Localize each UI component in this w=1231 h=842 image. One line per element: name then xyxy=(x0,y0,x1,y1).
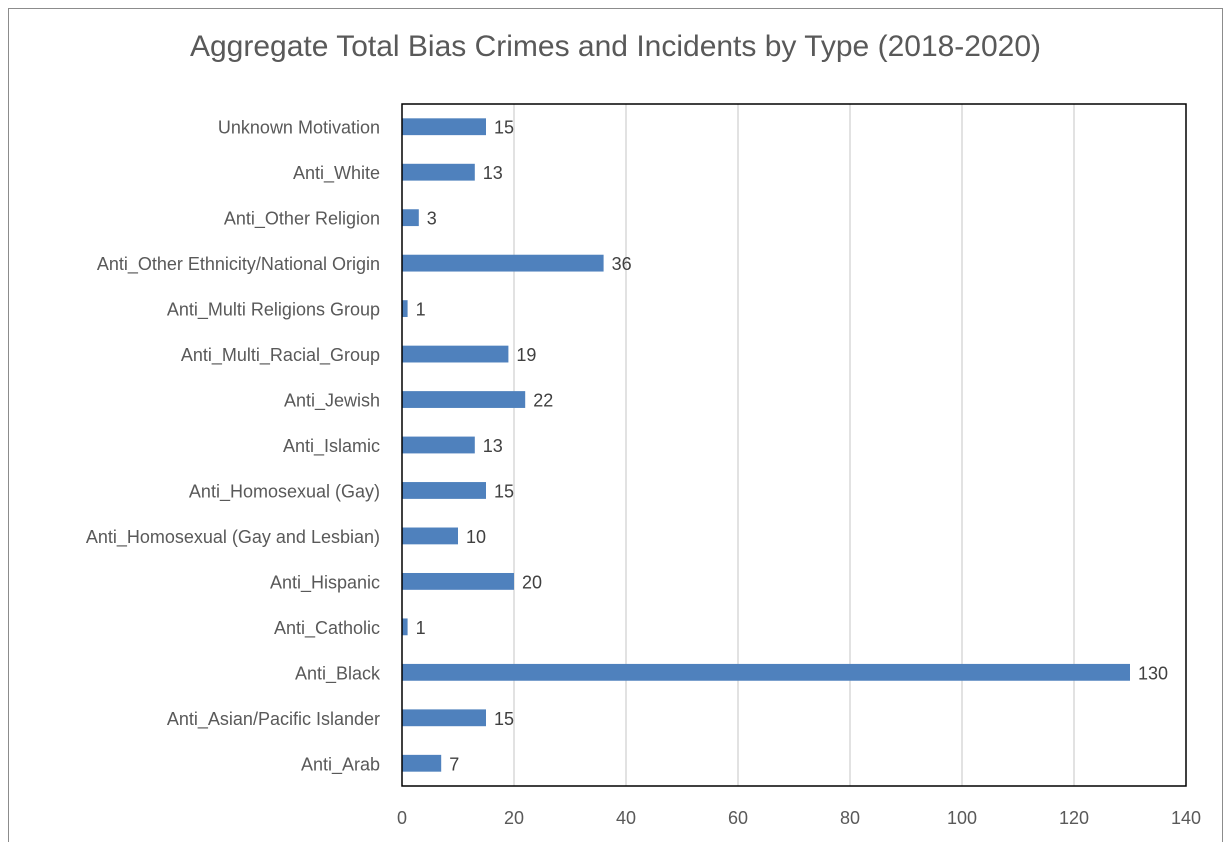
data-label: 36 xyxy=(612,254,632,274)
chart-title: Aggregate Total Bias Crimes and Incident… xyxy=(189,30,1042,63)
data-label: 1 xyxy=(416,618,426,638)
chart-frame xyxy=(8,8,1223,842)
x-tick-label: 80 xyxy=(840,808,860,828)
bar xyxy=(402,709,486,727)
bar xyxy=(402,754,442,772)
category-label: Anti_Jewish xyxy=(284,391,380,412)
category-label: Anti_Arab xyxy=(301,754,380,775)
bar xyxy=(402,300,408,318)
data-label: 130 xyxy=(1138,663,1168,683)
data-label: 15 xyxy=(494,118,514,138)
data-label: 15 xyxy=(494,709,514,729)
data-label: 22 xyxy=(533,391,553,411)
category-label: Anti_Asian/Pacific Islander xyxy=(167,709,380,730)
bar xyxy=(402,572,514,590)
data-label: 1 xyxy=(416,300,426,320)
data-label: 20 xyxy=(522,572,542,592)
category-label: Anti_Other Religion xyxy=(224,209,380,230)
x-tick-labels: 0 20 40 60 80 100 120 140 xyxy=(397,808,1201,828)
category-label: Anti_Catholic xyxy=(274,618,380,639)
bar xyxy=(402,209,419,227)
bar xyxy=(402,163,475,181)
category-label: Anti_Black xyxy=(295,663,381,684)
x-tick-label: 100 xyxy=(947,808,977,828)
x-tick-label: 20 xyxy=(504,808,524,828)
plot-area-border xyxy=(401,103,1187,787)
bar xyxy=(402,118,486,136)
bar xyxy=(402,482,486,499)
bar xyxy=(402,436,475,454)
bar xyxy=(402,391,526,408)
bar xyxy=(402,618,408,636)
gridlines xyxy=(513,104,1075,786)
category-label: Anti_Hispanic xyxy=(270,572,380,593)
data-labels: 15 13 3 36 1 19 22 13 15 10 20 1 130 15 7 xyxy=(416,118,1168,775)
bar xyxy=(402,527,458,545)
category-label: Anti_Homosexual (Gay and Lesbian) xyxy=(86,527,380,548)
bars xyxy=(402,118,1130,772)
data-label: 3 xyxy=(427,209,437,229)
category-label: Anti_Multi_Racial_Group xyxy=(181,345,380,366)
bar xyxy=(402,663,1130,681)
data-label: 13 xyxy=(483,436,503,456)
category-labels: Unknown Motivation Anti_White Anti_Other R… xyxy=(86,118,381,776)
data-label: 15 xyxy=(494,481,514,501)
category-label: Unknown Motivation xyxy=(218,118,380,138)
data-label: 7 xyxy=(449,754,459,774)
category-label: Anti_Homosexual (Gay) xyxy=(189,481,380,502)
category-label: Anti_Islamic xyxy=(283,436,380,457)
x-tick-label: 0 xyxy=(397,808,407,828)
data-label: 13 xyxy=(483,163,503,183)
data-label: 19 xyxy=(516,345,536,365)
x-tick-label: 120 xyxy=(1059,808,1089,828)
bar xyxy=(402,254,604,272)
category-label: Anti_Multi Religions Group xyxy=(167,300,380,321)
x-tick-label: 140 xyxy=(1171,808,1201,828)
bar xyxy=(402,345,509,363)
x-tick-label: 60 xyxy=(728,808,748,828)
data-label: 10 xyxy=(466,527,486,547)
x-tick-label: 40 xyxy=(616,808,636,828)
category-label: Anti_White xyxy=(293,163,380,184)
category-label: Anti_Other Ethnicity/National Origin xyxy=(97,254,380,275)
